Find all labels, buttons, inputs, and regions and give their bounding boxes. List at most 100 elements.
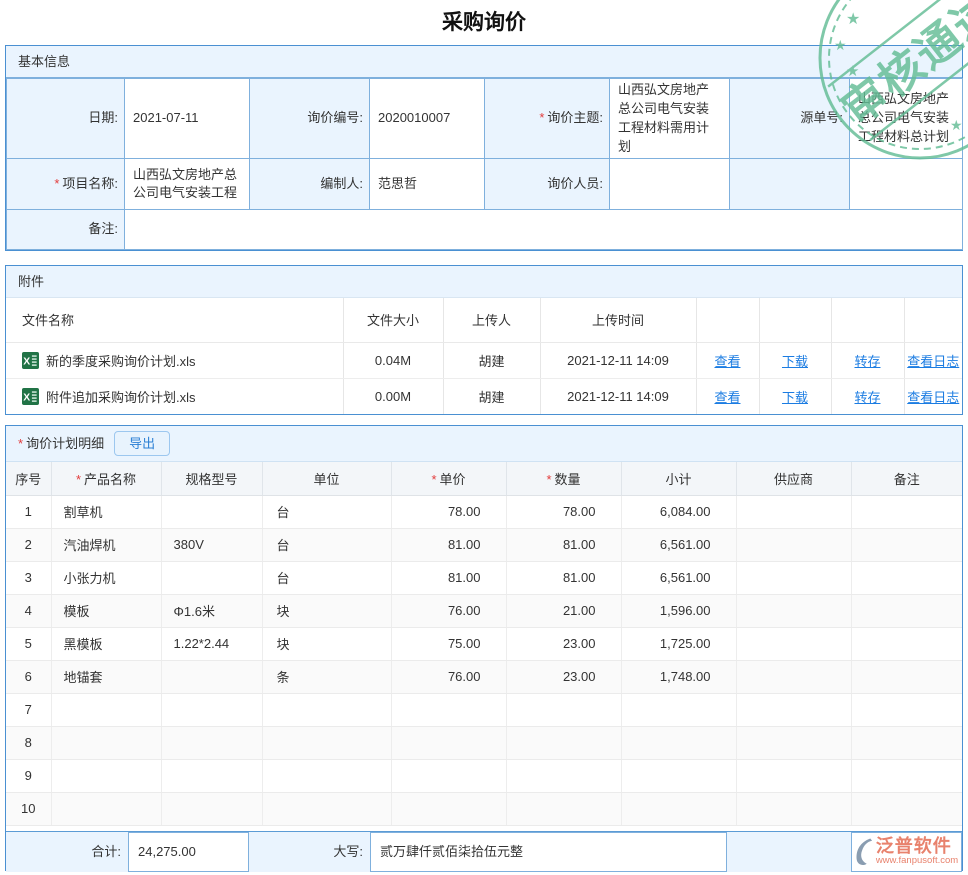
subtotal-cell: 6,561.00 — [621, 561, 737, 595]
remark-cell — [851, 594, 962, 628]
required-asterisk: * — [546, 471, 552, 487]
col-unit-price: * 单价 — [391, 462, 507, 496]
attachments-panel: 附件 文件名称 文件大小 上传人 上传时间 X 新的季度采购询价计划.xls 0.… — [5, 265, 963, 415]
file-upload-time: 2021-12-11 14:09 — [540, 342, 697, 379]
author-value: 范思哲 — [369, 158, 485, 211]
remark-cell — [851, 792, 962, 826]
inquiry-no-label: 询价编号: — [249, 77, 370, 160]
col-action-1 — [696, 298, 760, 343]
attachments-header-row: 文件名称 文件大小 上传人 上传时间 — [6, 298, 962, 343]
unit-cell: 块 — [262, 627, 392, 661]
detail-row: 8 — [6, 726, 962, 760]
view-log-link[interactable]: 查看日志 — [907, 389, 960, 405]
download-link[interactable]: 下载 — [781, 353, 808, 369]
inquiry-detail-panel: * 询价计划明细 导出 序号 * 产品名称 规格型号 单位 * 单价 * 数量 小计 … — [5, 425, 963, 872]
attachment-row: X 附件追加采购询价计划.xls 0.00M 胡建 2021-12-11 14:0… — [6, 378, 962, 414]
view-log-link[interactable]: 查看日志 — [907, 353, 960, 369]
unit-cell: 台 — [262, 561, 392, 595]
spec-cell — [161, 759, 263, 793]
seq-cell: 1 — [6, 495, 52, 529]
save-as-link[interactable]: 转存 — [854, 389, 881, 405]
unit-cell: 台 — [262, 528, 392, 562]
save-as-link[interactable]: 转存 — [854, 353, 881, 369]
detail-row: 1 割草机台 78.00 78.00 6,084.00 — [6, 495, 962, 529]
subtotal-cell — [621, 792, 737, 826]
detail-row: 3 小张力机台 81.00 81.00 6,561.00 — [6, 561, 962, 595]
seq-cell: 2 — [6, 528, 52, 562]
required-asterisk: * — [539, 110, 545, 126]
seq-cell: 7 — [6, 693, 52, 727]
remark-label: 备注: — [6, 209, 125, 251]
detail-row: 10 — [6, 792, 962, 826]
col-subtotal: 小计 — [621, 462, 737, 496]
logo-name: 泛普软件 — [875, 836, 952, 857]
col-action-4 — [904, 298, 962, 343]
remark-cell — [851, 693, 962, 727]
source-no-label: 源单号: — [729, 77, 850, 160]
inquiry-detail-table: 序号 * 产品名称 规格型号 单位 * 单价 * 数量 小计 供应商 备注 1 割草机台… — [6, 462, 962, 826]
product-name-cell: 地锚套 — [51, 660, 162, 694]
spec-cell — [161, 660, 263, 694]
subtotal-cell — [621, 693, 737, 727]
inquirer-value — [609, 158, 730, 211]
subtotal-cell: 6,084.00 — [621, 495, 737, 529]
supplier-cell — [736, 594, 852, 628]
remark-cell — [851, 726, 962, 760]
supplier-cell — [736, 792, 852, 826]
spec-cell — [161, 495, 263, 529]
basic-info-header: 基本信息 — [6, 46, 962, 78]
remark-cell — [851, 561, 962, 595]
quantity-cell: 81.00 — [506, 528, 622, 562]
remark-value — [124, 209, 963, 251]
supplier-cell — [736, 528, 852, 562]
product-name-cell: 割草机 — [51, 495, 162, 529]
project-label: * 项目名称: — [6, 158, 125, 211]
detail-row: 2 汽油焊机 380V 台 81.00 81.00 6,561.00 — [6, 528, 962, 562]
remark-cell — [851, 495, 962, 529]
col-file-size: 文件大小 — [343, 298, 444, 343]
product-name-cell: 模板 — [51, 594, 162, 628]
quantity-cell: 23.00 — [506, 627, 622, 661]
caps-label: 大写: — [333, 843, 363, 859]
excel-file-icon: X — [22, 387, 39, 405]
col-spec: 规格型号 — [161, 462, 263, 496]
unit-cell — [262, 693, 392, 727]
spec-cell — [161, 561, 263, 595]
seq-cell: 10 — [6, 792, 52, 826]
subtotal-cell: 1,596.00 — [621, 594, 737, 628]
detail-row: 4 模板 Φ1.6米块 76.00 21.00 1,596.00 — [6, 594, 962, 628]
unit-price-cell — [391, 726, 507, 760]
product-name-cell — [51, 792, 162, 826]
detail-header-row: 序号 * 产品名称 规格型号 单位 * 单价 * 数量 小计 供应商 备注 — [6, 462, 962, 496]
spec-cell: Φ1.6米 — [161, 594, 263, 628]
col-product-name: * 产品名称 — [51, 462, 162, 496]
product-name-cell — [51, 726, 162, 760]
detail-row: 5 黑模板 1.22*2.44 块 75.00 23.00 1,725.00 — [6, 627, 962, 661]
view-link[interactable]: 查看 — [714, 353, 741, 369]
svg-text:X: X — [23, 392, 30, 403]
file-name: 附件追加采购询价计划.xls — [46, 389, 196, 405]
source-no-value: 山西弘文房地产总公司电气安装工程材料总计划 — [849, 77, 963, 160]
subject-label: * 询价主题: — [484, 77, 610, 160]
product-name-cell: 小张力机 — [51, 561, 162, 595]
unit-price-cell — [391, 693, 507, 727]
export-button[interactable]: 导出 — [114, 430, 171, 457]
remark-cell — [851, 660, 962, 694]
quantity-cell — [506, 726, 622, 760]
supplier-cell — [736, 693, 852, 727]
subtotal-cell: 6,561.00 — [621, 528, 737, 562]
view-link[interactable]: 查看 — [714, 389, 741, 405]
spec-cell — [161, 726, 263, 760]
empty-label-cell — [729, 158, 850, 211]
caps-value: 贰万肆仟贰佰柒拾伍元整 — [370, 831, 727, 872]
supplier-cell — [736, 561, 852, 595]
col-remark: 备注 — [851, 462, 962, 496]
supplier-cell — [736, 660, 852, 694]
col-action-2 — [759, 298, 832, 343]
detail-footer: 合计: 24,275.00 大写: 贰万肆仟贰佰柒拾伍元整 泛普软件 www.f… — [6, 830, 962, 872]
download-link[interactable]: 下载 — [781, 389, 808, 405]
product-name-cell: 汽油焊机 — [51, 528, 162, 562]
seq-cell: 5 — [6, 627, 52, 661]
remark-cell — [851, 759, 962, 793]
seq-cell: 8 — [6, 726, 52, 760]
